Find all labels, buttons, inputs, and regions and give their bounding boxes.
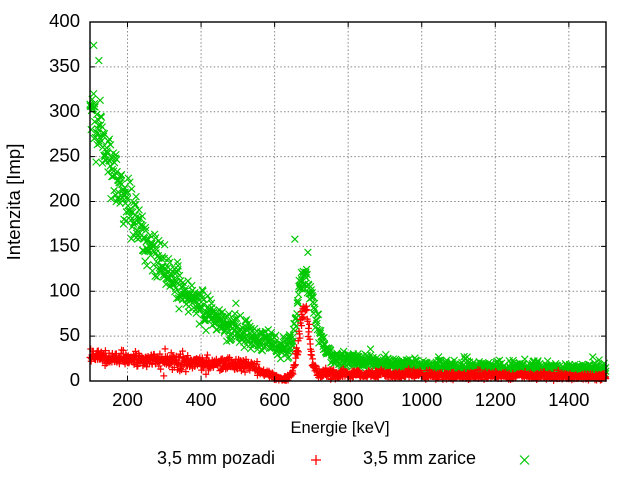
svg-text:1200: 1200 xyxy=(475,389,516,410)
svg-text:300: 300 xyxy=(49,100,80,121)
svg-text:150: 150 xyxy=(49,234,80,255)
svg-text:Intenzita [Imp]: Intenzita [Imp] xyxy=(3,144,24,261)
svg-text:3,5 mm pozadi: 3,5 mm pozadi xyxy=(157,448,275,468)
svg-text:0: 0 xyxy=(70,369,80,390)
svg-text:3,5 mm zarice: 3,5 mm zarice xyxy=(363,448,476,468)
svg-text:600: 600 xyxy=(259,389,290,410)
svg-text:400: 400 xyxy=(49,10,80,31)
svg-text:100: 100 xyxy=(49,279,80,300)
svg-text:200: 200 xyxy=(49,190,80,211)
svg-text:800: 800 xyxy=(333,389,364,410)
svg-text:200: 200 xyxy=(112,389,143,410)
svg-text:1000: 1000 xyxy=(401,389,442,410)
svg-text:350: 350 xyxy=(49,55,80,76)
svg-text:Energie [keV]: Energie [keV] xyxy=(290,419,389,437)
svg-text:250: 250 xyxy=(49,145,80,166)
svg-text:400: 400 xyxy=(186,389,217,410)
svg-text:50: 50 xyxy=(59,324,80,345)
svg-text:1400: 1400 xyxy=(548,389,589,410)
